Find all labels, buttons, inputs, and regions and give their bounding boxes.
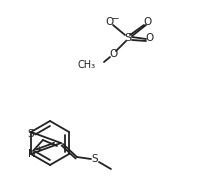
Text: S: S bbox=[28, 129, 34, 139]
Text: O: O bbox=[105, 17, 113, 27]
Text: O: O bbox=[109, 49, 117, 59]
Text: N: N bbox=[28, 149, 36, 159]
Text: S: S bbox=[124, 33, 132, 43]
Text: O: O bbox=[146, 33, 154, 43]
Text: S: S bbox=[92, 154, 98, 164]
Text: O: O bbox=[143, 17, 151, 27]
Text: −: − bbox=[111, 14, 119, 23]
Text: +: + bbox=[35, 145, 41, 153]
Text: CH₃: CH₃ bbox=[78, 60, 96, 70]
